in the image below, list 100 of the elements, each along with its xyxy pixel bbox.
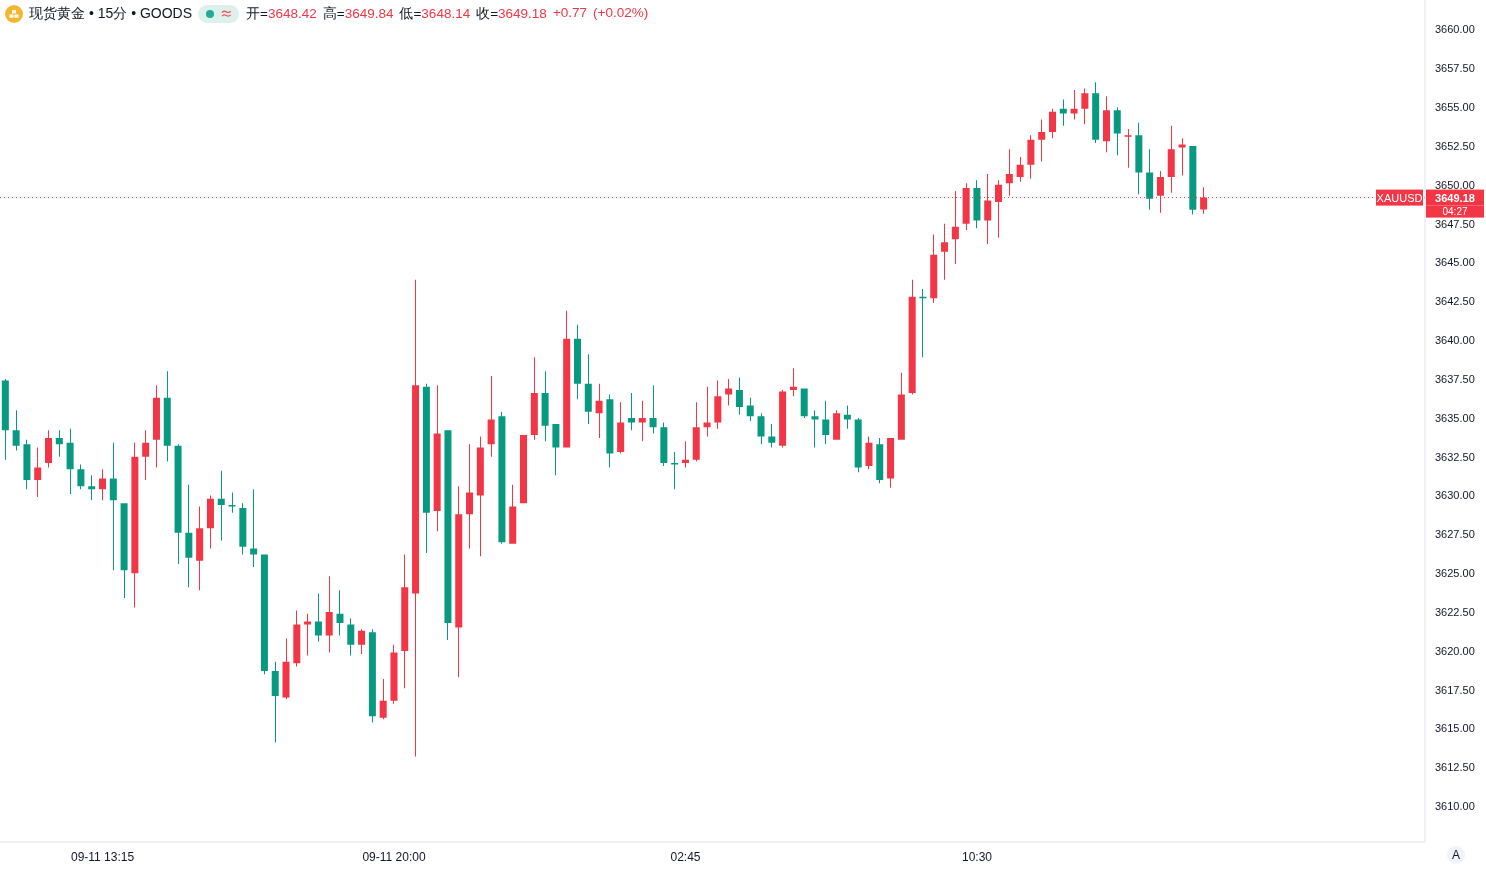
candlestick [660, 422, 668, 467]
candlestick [919, 288, 927, 358]
candlestick [1189, 146, 1197, 215]
candlestick [336, 590, 344, 636]
candlestick [347, 618, 355, 656]
candlestick [789, 368, 797, 397]
y-tick-label: 3617.50 [1435, 683, 1475, 696]
candlestick [1146, 149, 1154, 210]
candlestick [638, 400, 646, 442]
candlestick [725, 379, 733, 406]
text: 04:27 [1442, 206, 1468, 218]
candlestick [466, 444, 474, 549]
candlestick [98, 469, 106, 501]
candlestick [1124, 128, 1132, 168]
candlestick [476, 436, 484, 557]
candlestick [304, 613, 312, 656]
y-tick-label: 3632.50 [1435, 450, 1475, 463]
candlestick [325, 576, 333, 653]
candlestick [412, 279, 420, 757]
candlestick [833, 410, 841, 440]
candlestick [1135, 122, 1143, 195]
candlestick [120, 503, 128, 599]
candlestick [563, 310, 571, 448]
candlestick [714, 380, 722, 429]
candlestick [1059, 99, 1067, 126]
text: 开=3648.42 高=3649.84 低=3648.14 收=3649.18 +0.77 (+0.02%) [246, 4, 649, 21]
candlestick [390, 644, 398, 704]
candlestick [45, 430, 53, 468]
candlestick [1005, 149, 1013, 196]
x-tick-label: 02:45 [670, 849, 701, 864]
candlestick [1167, 125, 1175, 193]
y-tick-label: 3627.50 [1435, 528, 1475, 541]
candlestick [487, 375, 495, 457]
candlestick [746, 397, 754, 421]
y-tick-label: 3645.00 [1435, 256, 1475, 269]
annotation: XAUUSD [1376, 191, 1423, 204]
candlestick [779, 389, 787, 448]
candlestick [368, 629, 376, 723]
candlestick [627, 393, 635, 431]
candlestick [973, 180, 981, 229]
candlestick [757, 413, 765, 445]
candlestick [649, 385, 657, 434]
x-tick-label: 09-11 13:15 [70, 849, 135, 864]
candlestick [595, 383, 603, 439]
y-tick-label: 3635.00 [1435, 411, 1475, 424]
candlestick [552, 424, 560, 476]
candlestick [1, 379, 9, 460]
y-tick-label: 3642.50 [1435, 295, 1475, 308]
candlestick [887, 438, 895, 488]
candlestick [174, 444, 182, 564]
candlestick [314, 593, 322, 642]
candlestick [854, 417, 862, 473]
candlestick [401, 554, 409, 689]
candlestick [617, 402, 625, 454]
candlestick [455, 486, 463, 678]
y-tick-label: 3625.00 [1435, 567, 1475, 580]
candlestick [433, 385, 441, 532]
candlestick [800, 388, 808, 418]
auto-scale-button: A [1447, 846, 1465, 864]
candlestick [271, 661, 279, 743]
candlestick [876, 438, 884, 484]
x-tick-label: 10:30 [961, 849, 993, 864]
candlestick [358, 629, 366, 655]
candlestick [865, 436, 873, 470]
candlestick [703, 386, 711, 437]
candlestick [250, 489, 258, 568]
y-tick-label: 3650.00 [1435, 178, 1475, 191]
candlestick [530, 357, 538, 440]
candlestick [206, 495, 214, 549]
candlestick [908, 279, 916, 395]
candlestick [23, 439, 31, 490]
candlestick [142, 430, 150, 481]
candlestick [66, 428, 74, 495]
candlestick [768, 424, 776, 448]
candlestick [692, 402, 700, 462]
candlestick [1113, 107, 1121, 156]
candlestick [88, 475, 96, 501]
candlestick [379, 678, 387, 720]
y-tick-label: 3612.50 [1435, 761, 1475, 774]
candlestick [681, 441, 689, 468]
candlestick [930, 234, 938, 303]
candlestick [1178, 138, 1186, 176]
candlestick [1016, 156, 1024, 182]
candlestick [228, 492, 236, 513]
candlestick [163, 371, 171, 462]
candlestick [444, 430, 452, 641]
y-tick-label: 3657.50 [1435, 62, 1475, 75]
y-tick-label: 3630.00 [1435, 489, 1475, 502]
candlestick [1048, 108, 1056, 139]
candlestick [498, 411, 506, 544]
ref-line-label: 3649.18 [1435, 191, 1475, 204]
candlestick [520, 434, 528, 504]
y-tick-label: 3647.50 [1435, 217, 1475, 230]
candlestick [422, 383, 430, 554]
y-tick-label: 3637.50 [1435, 372, 1475, 385]
candlestick [509, 484, 517, 544]
candlestick [1102, 96, 1110, 153]
y-tick-label: 3620.00 [1435, 644, 1475, 657]
y-tick-label: 3640.00 [1435, 334, 1475, 347]
candlestick [34, 447, 42, 498]
